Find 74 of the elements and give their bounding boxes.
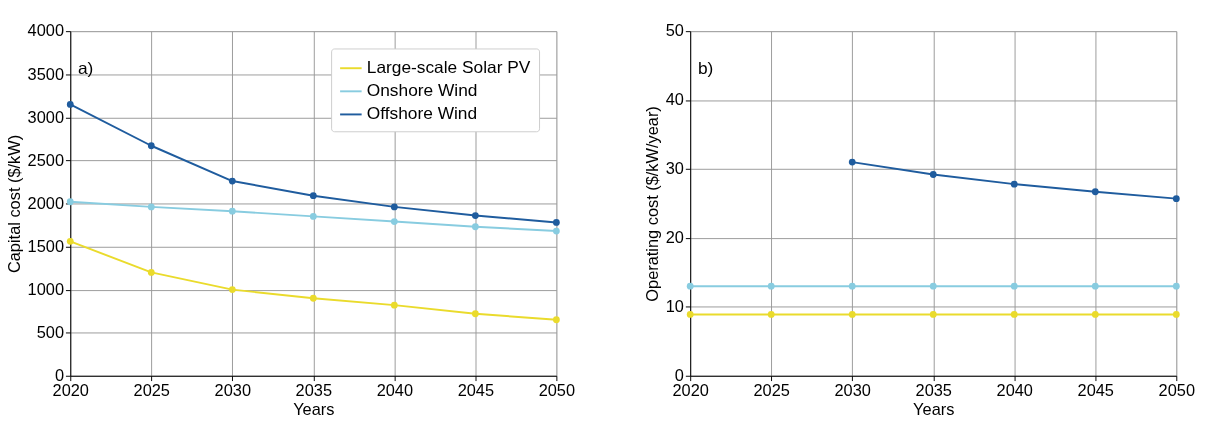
point xyxy=(552,227,560,235)
point xyxy=(848,282,856,290)
point xyxy=(390,301,398,309)
legend-label: Onshore Wind xyxy=(366,80,478,101)
x-tick-label: 2045 xyxy=(1077,380,1114,399)
point xyxy=(686,311,694,318)
point xyxy=(471,310,479,318)
point xyxy=(66,237,74,245)
x-axis-title: Years xyxy=(293,399,335,418)
point xyxy=(1010,180,1018,188)
point xyxy=(147,142,155,150)
point xyxy=(147,268,155,276)
point xyxy=(552,219,560,226)
x-tick-label: 2040 xyxy=(376,380,414,399)
point xyxy=(309,192,317,200)
y-tick-label: 2000 xyxy=(27,193,65,212)
point xyxy=(1091,311,1099,318)
y-tick-label: 500 xyxy=(36,322,65,341)
point xyxy=(471,212,479,219)
point xyxy=(390,218,398,225)
y-tick-label: 4000 xyxy=(27,21,65,40)
point xyxy=(1010,282,1018,290)
point xyxy=(1091,282,1099,290)
point xyxy=(309,294,317,302)
point xyxy=(767,311,775,318)
point xyxy=(228,177,236,185)
point xyxy=(1010,311,1018,318)
x-tick-label: 2025 xyxy=(753,380,790,399)
x-axis-title: Years xyxy=(913,399,955,418)
y-tick-label: 30 xyxy=(665,159,684,178)
annotation: a) xyxy=(77,57,94,78)
point xyxy=(686,282,694,290)
point xyxy=(767,282,775,290)
y-tick-label: 3000 xyxy=(27,107,65,126)
y-tick-label: 2500 xyxy=(27,150,65,169)
point xyxy=(848,158,856,166)
x-tick-label: 2035 xyxy=(295,380,333,399)
point xyxy=(228,207,236,215)
x-tick-label: 2035 xyxy=(915,380,952,399)
point xyxy=(228,286,236,294)
point xyxy=(147,203,155,211)
legend-label: Large-scale Solar PV xyxy=(366,57,531,78)
point xyxy=(552,316,560,324)
legend-label: Offshore Wind xyxy=(366,103,478,124)
y-tick-label: 40 xyxy=(665,90,684,109)
x-tick-label: 2050 xyxy=(538,380,576,399)
x-tick-label: 2025 xyxy=(133,380,170,399)
point xyxy=(1172,311,1180,318)
point xyxy=(1091,188,1099,196)
point xyxy=(929,311,937,318)
point xyxy=(1172,195,1180,203)
point xyxy=(848,311,856,318)
y-tick-label: 3500 xyxy=(27,64,65,83)
point xyxy=(66,100,74,108)
point xyxy=(66,198,74,206)
x-tick-label: 2040 xyxy=(996,380,1033,399)
y-tick-label: 1000 xyxy=(27,279,65,298)
point xyxy=(1172,282,1180,290)
annotation: b) xyxy=(697,57,714,78)
x-tick-label: 2045 xyxy=(457,380,495,399)
point xyxy=(929,282,937,290)
x-tick-label: 2050 xyxy=(1158,380,1195,399)
point xyxy=(471,223,479,231)
y-tick-label: 10 xyxy=(665,297,684,316)
y-tick-label: 20 xyxy=(665,228,684,247)
point xyxy=(929,171,937,178)
y-axis-title: Operating cost ($/kW/year) xyxy=(643,106,662,302)
point xyxy=(390,203,398,211)
y-tick-label: 1500 xyxy=(27,236,65,255)
point xyxy=(309,212,317,220)
y-axis-title: Capital cost ($/kW) xyxy=(4,134,23,274)
x-tick-label: 2030 xyxy=(834,380,871,399)
y-tick-label: 50 xyxy=(665,21,684,40)
x-tick-label: 2030 xyxy=(214,380,251,399)
